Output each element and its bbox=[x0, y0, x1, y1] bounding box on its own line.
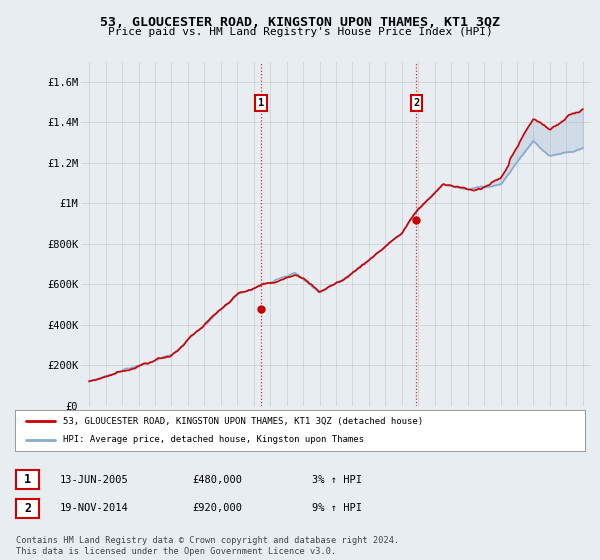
Text: 13-JUN-2005: 13-JUN-2005 bbox=[60, 475, 129, 485]
Text: 53, GLOUCESTER ROAD, KINGSTON UPON THAMES, KT1 3QZ (detached house): 53, GLOUCESTER ROAD, KINGSTON UPON THAME… bbox=[64, 417, 424, 426]
Text: 19-NOV-2014: 19-NOV-2014 bbox=[60, 503, 129, 514]
Text: 9% ↑ HPI: 9% ↑ HPI bbox=[312, 503, 362, 514]
Text: £480,000: £480,000 bbox=[192, 475, 242, 485]
Text: 2: 2 bbox=[24, 502, 31, 515]
Text: Contains HM Land Registry data © Crown copyright and database right 2024.
This d: Contains HM Land Registry data © Crown c… bbox=[16, 536, 400, 556]
Text: 3% ↑ HPI: 3% ↑ HPI bbox=[312, 475, 362, 485]
Text: 53, GLOUCESTER ROAD, KINGSTON UPON THAMES, KT1 3QZ: 53, GLOUCESTER ROAD, KINGSTON UPON THAME… bbox=[100, 16, 500, 29]
Text: 2: 2 bbox=[413, 98, 419, 108]
Text: £920,000: £920,000 bbox=[192, 503, 242, 514]
Text: 1: 1 bbox=[258, 98, 264, 108]
Text: HPI: Average price, detached house, Kingston upon Thames: HPI: Average price, detached house, King… bbox=[64, 436, 364, 445]
Text: 1: 1 bbox=[24, 473, 31, 487]
Text: Price paid vs. HM Land Registry's House Price Index (HPI): Price paid vs. HM Land Registry's House … bbox=[107, 27, 493, 37]
